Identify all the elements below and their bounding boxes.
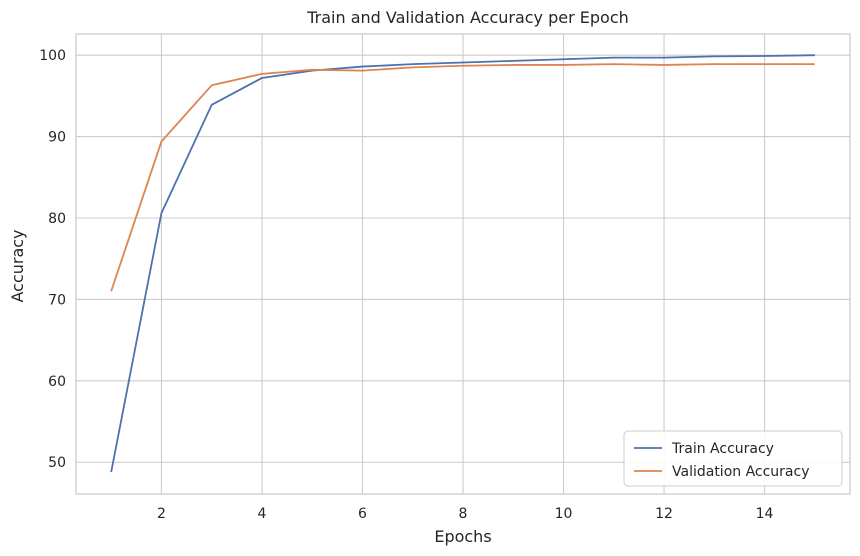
x-tick-label: 12 [655,506,673,522]
x-tick-label: 6 [358,506,367,522]
chart-title: Train and Validation Accuracy per Epoch [306,8,629,27]
y-tick-label: 90 [48,130,66,146]
series-line-validation [110,63,815,292]
x-tick-label: 10 [555,506,573,522]
x-tick-label: 4 [258,506,267,522]
legend-label: Train Accuracy [671,441,774,457]
x-axis-label: Epochs [434,527,491,546]
plot-area [75,33,851,495]
y-tick-label: 80 [48,211,66,227]
legend: Train Accuracy Validation Accuracy [623,430,843,487]
x-tick-label: 2 [157,506,166,522]
y-tick-label: 60 [48,374,66,390]
y-tick-label: 70 [48,292,66,308]
series-line-train [110,54,815,473]
x-tick-label: 14 [756,506,774,522]
x-tick-label: 8 [459,506,468,522]
y-axis-label: Accuracy [8,229,27,302]
y-tick-label: 100 [39,48,66,64]
legend-box [623,430,843,487]
plot-frame [75,33,851,495]
y-tick-label: 50 [48,455,66,471]
legend-label: Validation Accuracy [672,464,810,480]
